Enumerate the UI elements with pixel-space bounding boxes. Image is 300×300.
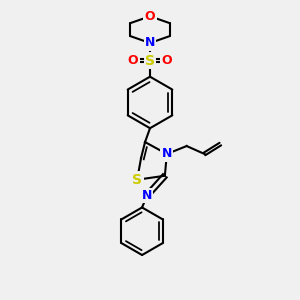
Text: O: O (128, 54, 139, 67)
Text: S: S (145, 54, 155, 68)
Text: N: N (162, 148, 172, 160)
Text: N: N (145, 37, 155, 50)
Text: N: N (142, 189, 152, 202)
Text: O: O (161, 54, 172, 67)
Text: S: S (132, 173, 142, 187)
Text: O: O (145, 10, 155, 23)
